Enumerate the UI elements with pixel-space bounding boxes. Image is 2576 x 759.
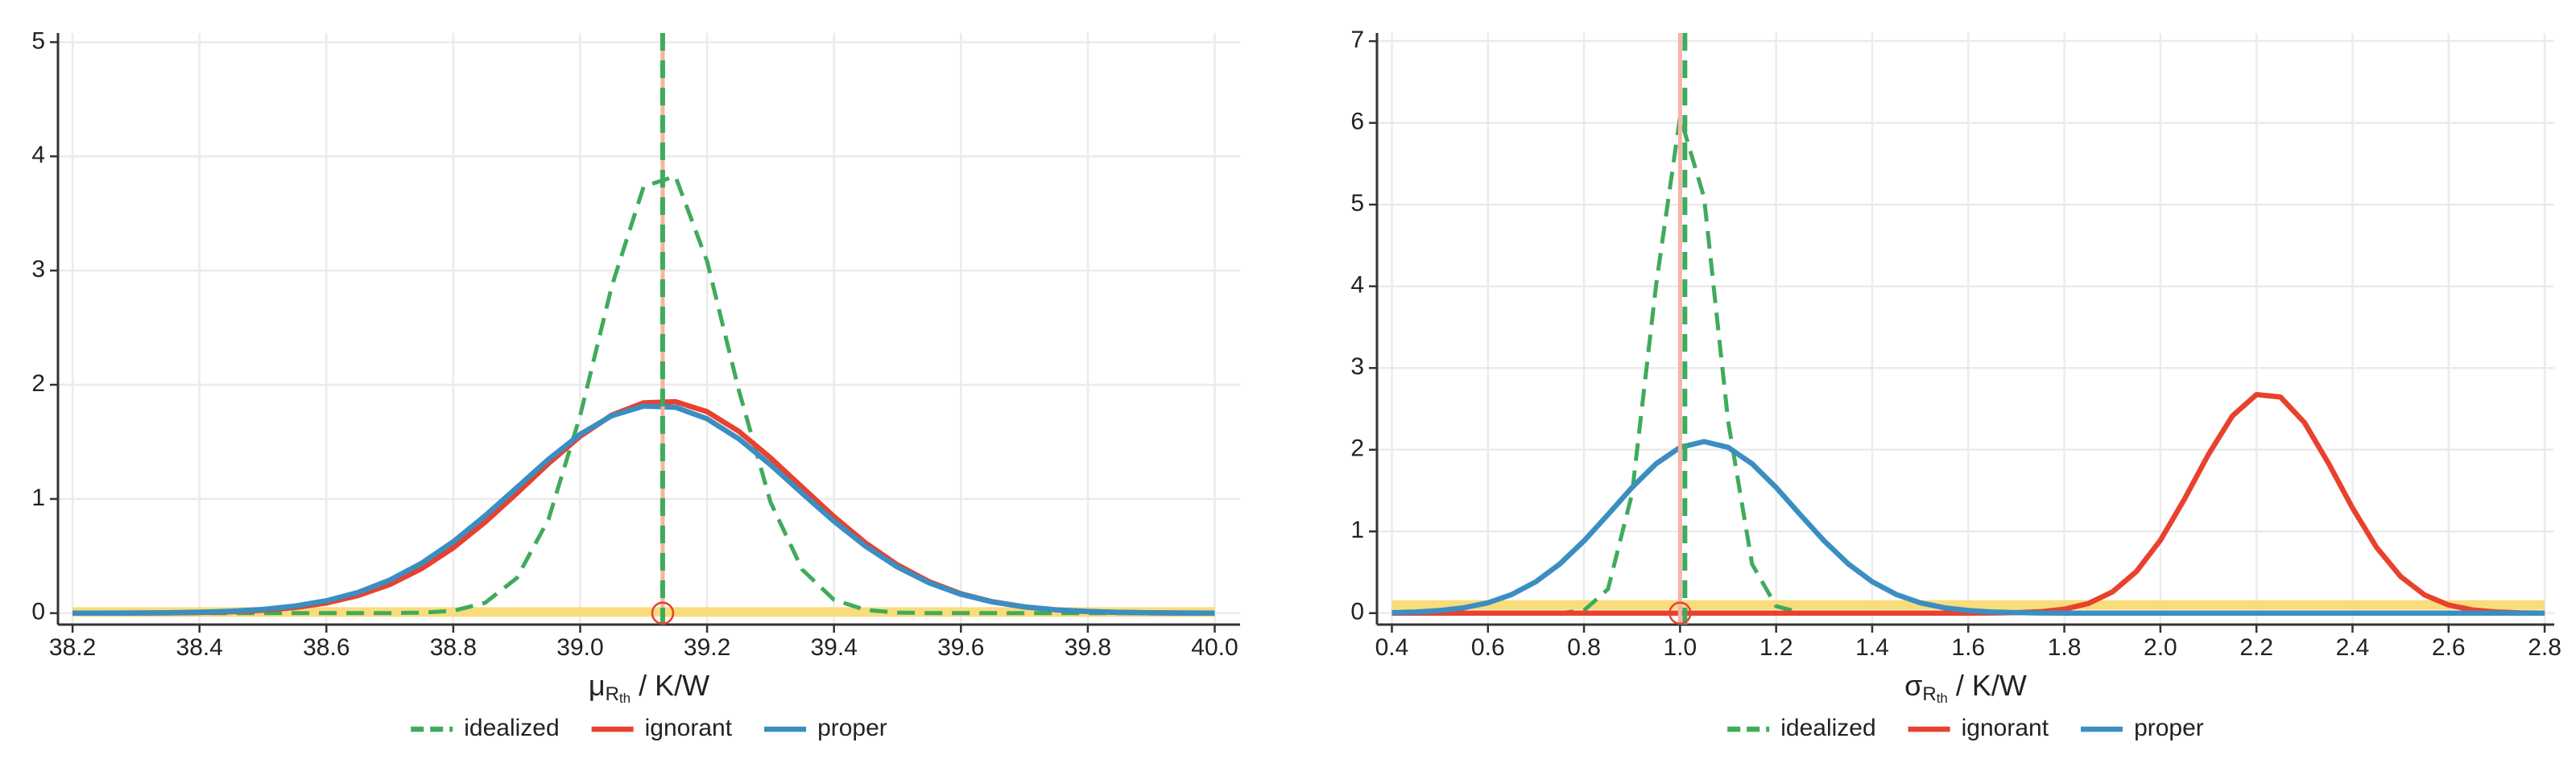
y-tick-label: 1 <box>31 485 45 511</box>
label-subscript: R <box>606 683 619 705</box>
legend-label: idealized <box>464 715 559 741</box>
label-unit: / K/W <box>1956 669 2027 702</box>
y-tick-label: 4 <box>1350 272 1364 299</box>
x-tick-label: 38.6 <box>303 634 349 661</box>
label-symbol: μ <box>589 669 606 702</box>
x-tick-label: 39.2 <box>684 634 730 661</box>
x-tick-label: 39.0 <box>556 634 603 661</box>
y-tick-label: 1 <box>1350 517 1364 543</box>
legend-label: ignorant <box>645 715 733 741</box>
y-tick-label: 6 <box>1350 109 1364 135</box>
y-tick-label: 3 <box>31 256 45 283</box>
y-tick-label: 5 <box>31 27 45 54</box>
y-tick-label: 3 <box>1350 353 1364 380</box>
legend-label: ignorant <box>1962 715 2049 741</box>
label-unit: / K/W <box>639 669 709 702</box>
x-tick-label: 2.2 <box>2239 634 2273 661</box>
label-subsubscript: th <box>1937 691 1948 706</box>
y-tick-label: 0 <box>1350 599 1364 625</box>
x-tick-label: 38.8 <box>430 634 477 661</box>
y-tick-label: 7 <box>1350 27 1364 53</box>
x-tick-label: 0.4 <box>1375 634 1409 661</box>
x-tick-label: 1.0 <box>1664 634 1697 661</box>
x-tick-label: 39.4 <box>810 634 857 661</box>
series-line <box>72 174 1215 616</box>
x-tick-label: 2.8 <box>2528 634 2562 661</box>
y-tick-label: 0 <box>31 599 45 625</box>
x-tick-label: 1.6 <box>1951 634 1985 661</box>
x-tick-label: 1.4 <box>1855 634 1889 661</box>
x-tick-label: 39.8 <box>1065 634 1111 661</box>
y-tick-label: 2 <box>31 370 45 397</box>
legend-label: idealized <box>1780 715 1875 741</box>
legend: idealized ignorant proper <box>411 715 887 741</box>
label-subscript: R <box>1922 683 1936 705</box>
x-tick-label: 38.4 <box>176 634 223 661</box>
legend-label: proper <box>2134 715 2204 741</box>
x-tick-label: 0.8 <box>1567 634 1601 661</box>
y-tick-label: 4 <box>31 142 45 168</box>
x-tick-label: 1.8 <box>2048 634 2082 661</box>
x-tick-label: 39.6 <box>937 634 984 661</box>
x-tick-label: 2.0 <box>2144 634 2177 661</box>
series-line <box>1391 439 2545 617</box>
series-line <box>72 398 1215 617</box>
x-axis-label: σRth / K/W <box>1904 669 2027 707</box>
reference-point <box>1668 601 1692 625</box>
x-tick-label: 40.0 <box>1191 634 1238 661</box>
legend-label: proper <box>817 715 887 741</box>
reference-point <box>651 601 675 625</box>
label-subsubscript: th <box>619 691 631 706</box>
x-tick-label: 38.2 <box>49 634 96 661</box>
x-tick-label: 1.2 <box>1759 634 1793 661</box>
label-symbol: σ <box>1904 669 1922 702</box>
x-tick-label: 2.6 <box>2432 634 2466 661</box>
x-axis-label: μRth / K/W <box>589 669 709 707</box>
legend: idealized ignorant proper <box>1727 715 2204 741</box>
y-tick-label: 5 <box>1350 190 1364 217</box>
series-line <box>72 403 1215 617</box>
x-tick-label: 0.6 <box>1471 634 1505 661</box>
x-tick-label: 2.4 <box>2336 634 2370 661</box>
y-tick-label: 2 <box>1350 435 1364 462</box>
